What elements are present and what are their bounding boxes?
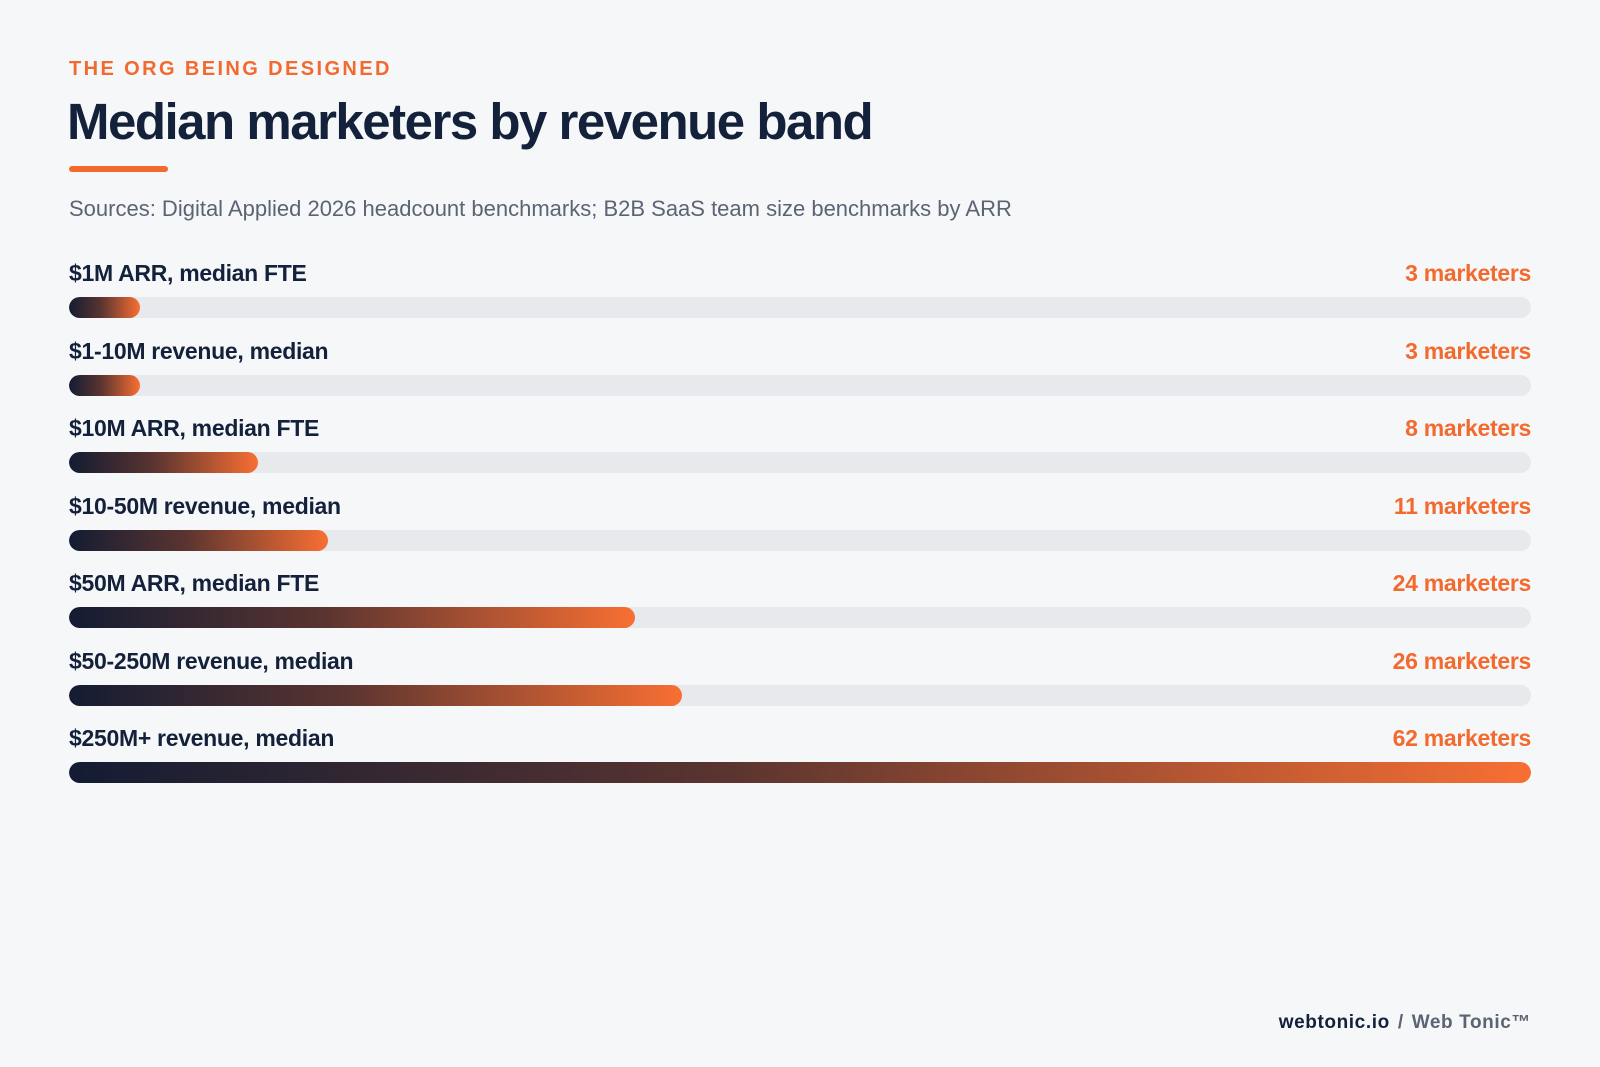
- bar-fill: [69, 374, 140, 396]
- bar-value-label: 3 marketers: [1405, 260, 1531, 286]
- page-title: Median marketers by revenue band: [67, 93, 874, 150]
- bar-row: $50M ARR, median FTE 24 marketers: [69, 568, 1531, 646]
- footer-separator: /: [1397, 1012, 1404, 1033]
- bar-track: [69, 762, 1531, 783]
- bar-row: $10M ARR, median FTE 8 marketers: [69, 413, 1531, 491]
- bar-value-label: 24 marketers: [1392, 570, 1532, 596]
- bar-value-label: 26 marketers: [1392, 647, 1532, 674]
- bar-value-label: 62 marketers: [1392, 725, 1532, 751]
- bar-category-label: $10M ARR, median FTE: [69, 415, 320, 441]
- bar-category-label: $50M ARR, median FTE: [69, 570, 320, 596]
- bar-chart: $1M ARR, median FTE 3 marketers $1-10M rev…: [69, 258, 1531, 801]
- bar-track: [69, 374, 1531, 396]
- bar-track: [69, 452, 1531, 473]
- bar-fill: [69, 297, 140, 318]
- sources-subtitle: Sources: Digital Applied 2026 headcount …: [69, 196, 1012, 221]
- bar-category-label: $10-50M revenue, median: [69, 492, 341, 519]
- bar-row: $1-10M revenue, median 3 marketers: [69, 336, 1531, 414]
- footer-credit: webtonic.io / Web Tonic™: [1279, 1012, 1531, 1034]
- eyebrow-label: THE ORG BEING DESIGNED: [69, 58, 392, 80]
- footer-domain[interactable]: webtonic.io: [1278, 1012, 1390, 1033]
- bar-category-label: $50-250M revenue, median: [69, 647, 354, 674]
- bar-track: [69, 684, 1531, 706]
- bar-value-label: 11 marketers: [1393, 492, 1531, 519]
- bar-category-label: $1M ARR, median FTE: [69, 260, 307, 286]
- bar-value-label: 3 marketers: [1405, 337, 1531, 364]
- bar-row: $1M ARR, median FTE 3 marketers: [69, 258, 1531, 336]
- bar-value-label: 8 marketers: [1405, 415, 1531, 441]
- bar-fill: [69, 762, 1531, 783]
- bar-category-label: $250M+ revenue, median: [69, 725, 335, 751]
- bar-fill: [69, 607, 635, 628]
- bar-row: $10-50M revenue, median 11 marketers: [69, 491, 1531, 569]
- bar-track: [69, 529, 1531, 551]
- bar-fill: [69, 684, 683, 706]
- bar-fill: [69, 452, 258, 473]
- bar-category-label: $1-10M revenue, median: [69, 337, 329, 364]
- bar-fill: [69, 529, 329, 551]
- bar-track: [69, 297, 1531, 318]
- footer-brand: Web Tonic™: [1411, 1012, 1531, 1033]
- bar-track: [69, 607, 1531, 628]
- title-accent-rule: [69, 166, 168, 172]
- bar-row: $250M+ revenue, median 62 marketers: [69, 723, 1531, 801]
- bar-row: $50-250M revenue, median 26 marketers: [69, 646, 1531, 724]
